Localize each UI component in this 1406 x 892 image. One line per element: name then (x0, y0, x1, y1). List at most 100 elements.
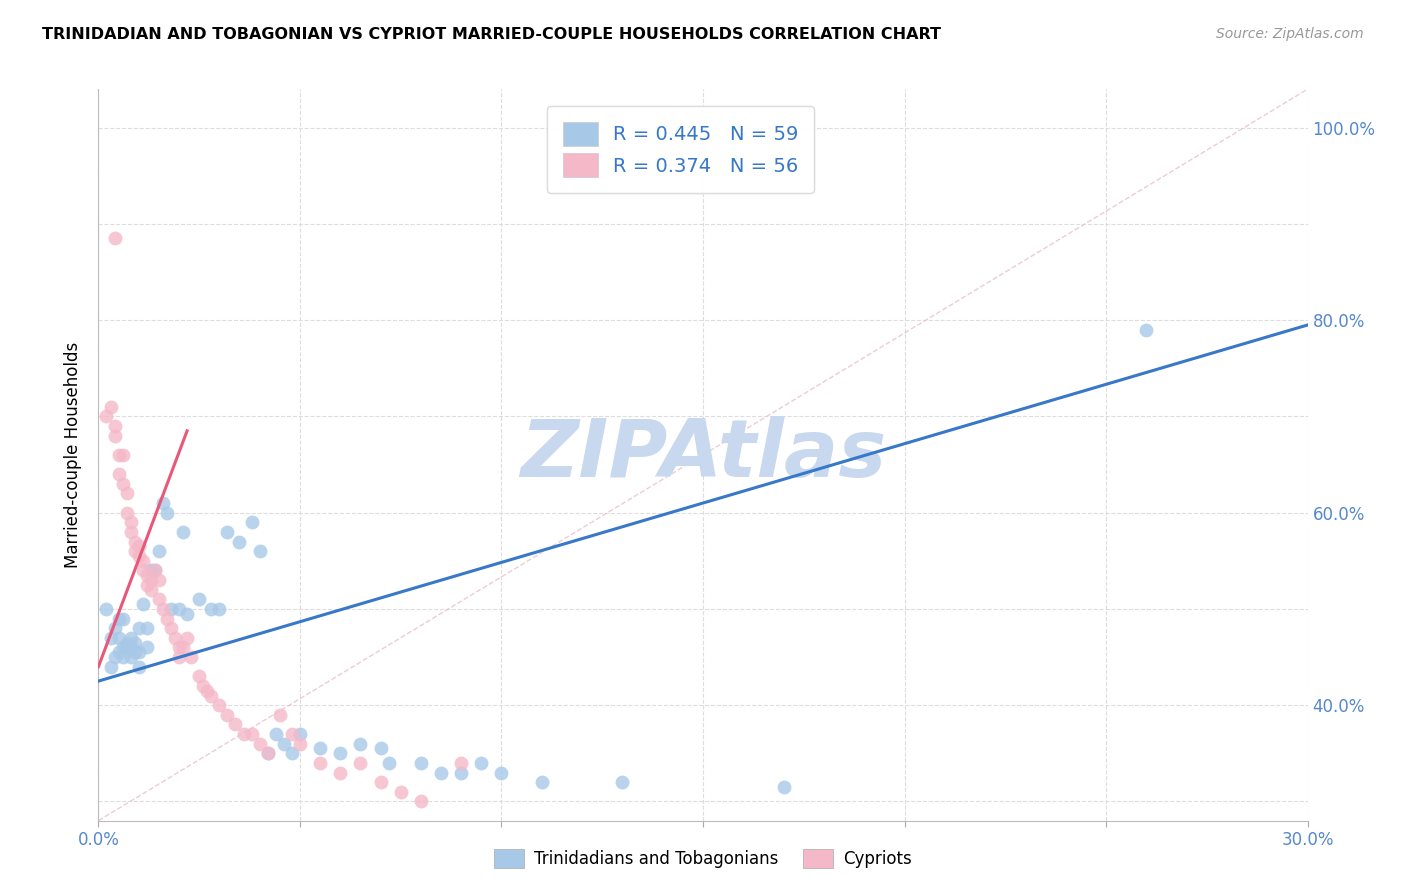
Point (208, 698, 231, 713)
Point (329, 765, 352, 780)
Point (124, 645, 146, 659)
Point (309, 741, 332, 756)
Point (240, 727, 263, 741)
Y-axis label: Married-couple Households: Married-couple Households (65, 342, 83, 568)
Legend: R = 0.445   N = 59, R = 0.374   N = 56: R = 0.445 N = 59, R = 0.374 N = 56 (547, 106, 814, 193)
Point (120, 516, 142, 530)
Point (409, 794, 432, 808)
Point (111, 640, 134, 655)
Point (128, 539, 150, 553)
Point (100, 400, 122, 414)
Text: Source: ZipAtlas.com: Source: ZipAtlas.com (1216, 27, 1364, 41)
Point (530, 775, 553, 789)
Point (281, 746, 304, 760)
Point (180, 650, 202, 665)
Point (124, 544, 146, 558)
Point (107, 611, 129, 625)
Point (240, 516, 263, 530)
Point (200, 689, 222, 703)
Point (450, 765, 472, 780)
Point (156, 611, 179, 625)
Point (370, 775, 392, 789)
Point (143, 563, 166, 577)
Point (256, 746, 278, 760)
Point (281, 727, 304, 741)
Point (167, 640, 190, 655)
Point (450, 756, 472, 770)
Point (208, 602, 231, 616)
Point (139, 563, 162, 577)
Point (139, 582, 162, 597)
Point (120, 650, 142, 665)
Point (128, 659, 150, 673)
Point (103, 428, 125, 442)
Point (107, 448, 129, 462)
Point (160, 621, 183, 635)
Point (120, 640, 142, 655)
Text: ZIPAtlas: ZIPAtlas (520, 416, 886, 494)
Point (135, 578, 157, 592)
Point (389, 785, 412, 799)
Point (264, 727, 287, 741)
Point (172, 640, 194, 655)
Point (195, 683, 218, 698)
Point (96, 409, 118, 424)
Point (377, 756, 399, 770)
Point (163, 631, 186, 645)
Point (288, 727, 311, 741)
Point (148, 573, 170, 587)
Point (152, 602, 174, 616)
Point (269, 707, 291, 722)
Point (103, 621, 125, 635)
Point (232, 727, 254, 741)
Point (103, 419, 125, 434)
Point (124, 534, 146, 549)
Point (120, 631, 142, 645)
Point (100, 631, 122, 645)
Point (128, 621, 150, 635)
Point (249, 544, 271, 558)
Point (124, 635, 146, 649)
Point (148, 592, 170, 607)
Point (370, 741, 392, 756)
Point (176, 607, 198, 621)
Point (349, 756, 371, 770)
Point (217, 707, 239, 722)
Point (139, 573, 162, 587)
Point (135, 568, 157, 582)
Point (111, 650, 134, 665)
Point (128, 645, 150, 659)
Point (273, 737, 295, 751)
Point (111, 476, 134, 491)
Point (1135, 323, 1157, 337)
Point (193, 679, 215, 693)
Point (160, 602, 183, 616)
Point (128, 549, 150, 563)
Point (470, 756, 492, 770)
Point (256, 746, 278, 760)
Point (107, 645, 129, 659)
Point (188, 592, 211, 607)
Point (772, 780, 794, 794)
Point (329, 746, 352, 760)
Point (107, 467, 129, 482)
Legend: Trinidadians and Tobagonians, Cypriots: Trinidadians and Tobagonians, Cypriots (488, 842, 918, 875)
Point (349, 737, 371, 751)
Point (200, 602, 222, 616)
Point (107, 631, 129, 645)
Point (172, 524, 194, 539)
Point (111, 611, 134, 625)
Point (111, 448, 134, 462)
Point (217, 524, 239, 539)
Point (176, 631, 198, 645)
Point (135, 640, 157, 655)
Point (430, 765, 453, 780)
Point (132, 563, 155, 577)
Point (152, 496, 174, 510)
Point (228, 534, 250, 549)
Point (148, 544, 170, 558)
Point (115, 640, 138, 655)
Point (309, 756, 332, 770)
Point (167, 650, 190, 665)
Point (103, 650, 125, 665)
